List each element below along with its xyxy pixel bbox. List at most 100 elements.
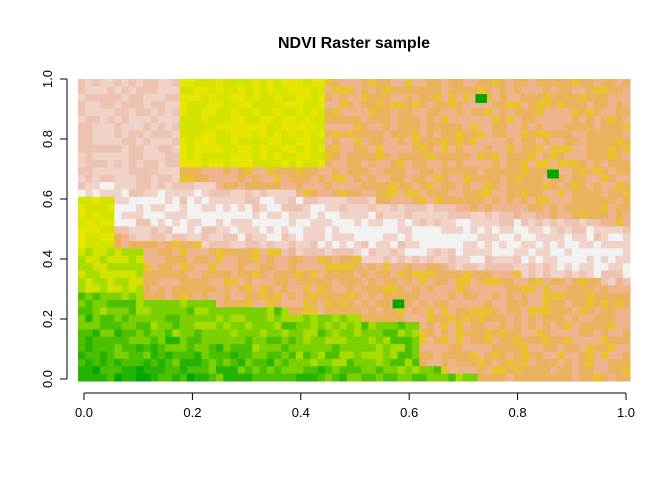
raster-cell <box>194 255 202 264</box>
raster-cell <box>245 277 253 286</box>
raster-cell <box>136 336 144 345</box>
raster-cell <box>579 79 587 87</box>
raster-cell <box>521 123 529 132</box>
raster-cell <box>441 307 449 316</box>
raster-cell <box>586 263 595 272</box>
raster-cell <box>201 130 210 139</box>
raster-cell <box>157 174 166 183</box>
raster-cell <box>354 329 362 338</box>
raster-cell <box>404 285 413 294</box>
raster-cell <box>521 351 529 360</box>
raster-cell <box>600 307 609 316</box>
raster-cell <box>448 137 457 146</box>
raster-cell <box>303 160 311 168</box>
raster-cell <box>92 182 101 190</box>
raster-cell <box>412 226 420 235</box>
raster-cell <box>535 86 544 95</box>
raster-cell <box>477 218 486 227</box>
raster-cell <box>157 366 166 375</box>
raster-cell <box>622 115 631 124</box>
raster-cell <box>216 123 224 132</box>
raster-cell <box>274 285 282 294</box>
raster-cell <box>484 174 493 183</box>
raster-cell <box>390 270 399 279</box>
raster-cell <box>419 285 428 294</box>
raster-cell <box>499 152 508 161</box>
raster-cell <box>375 270 384 279</box>
raster-cell <box>361 189 370 198</box>
raster-cell <box>237 366 246 375</box>
raster-cell <box>477 344 486 353</box>
raster-cell <box>208 270 217 279</box>
raster-cell <box>186 160 195 168</box>
raster-cell <box>252 351 261 360</box>
raster-cell <box>550 130 558 139</box>
raster-cell <box>136 285 144 294</box>
raster-cell <box>78 314 86 323</box>
raster-cell <box>462 137 471 146</box>
raster-cell <box>186 270 195 279</box>
raster-cell <box>237 123 246 132</box>
raster-cell <box>252 329 261 338</box>
raster-cell <box>579 263 587 272</box>
raster-cell <box>426 373 435 382</box>
raster-cell <box>433 137 442 146</box>
raster-cell <box>114 255 123 264</box>
raster-cell <box>542 270 551 279</box>
raster-cell <box>608 322 616 330</box>
raster-cell <box>593 322 602 330</box>
raster-cell <box>201 152 210 161</box>
y-tick-label: 0.6 <box>40 190 55 208</box>
raster-cell <box>339 167 348 176</box>
raster-cell <box>324 307 333 316</box>
raster-cell <box>354 167 362 176</box>
raster-cell <box>186 174 195 183</box>
raster-cell <box>535 79 544 87</box>
raster-cell <box>92 145 101 154</box>
raster-cell <box>361 211 370 220</box>
raster-cell <box>172 93 181 102</box>
raster-cell <box>216 233 224 242</box>
raster-cell <box>412 182 420 190</box>
raster-cell <box>586 285 595 294</box>
raster-cell <box>564 152 573 161</box>
raster-cell <box>237 86 246 95</box>
raster-cell <box>216 277 224 286</box>
raster-cell <box>201 307 210 316</box>
raster-cell <box>121 204 130 213</box>
raster-cell <box>622 226 631 235</box>
raster-cell <box>186 196 195 205</box>
raster-cell <box>426 196 435 205</box>
raster-cell <box>368 248 377 257</box>
raster-cell <box>259 373 268 382</box>
raster-cell <box>128 115 137 124</box>
raster-cell <box>186 263 195 272</box>
raster-cell <box>506 182 515 190</box>
raster-cell <box>128 174 137 183</box>
raster-cell <box>622 218 631 227</box>
raster-cell <box>317 344 326 353</box>
raster-cell <box>506 93 515 102</box>
raster-cell <box>492 101 500 109</box>
raster-cell <box>165 123 173 132</box>
raster-cell <box>78 123 86 132</box>
raster-cell <box>513 226 522 235</box>
raster-cell <box>542 226 551 235</box>
raster-cell <box>324 233 333 242</box>
raster-cell <box>462 299 471 308</box>
raster-cell <box>85 344 94 353</box>
raster-cell <box>375 351 384 360</box>
raster-cell <box>179 137 188 146</box>
raster-cell <box>150 130 159 139</box>
raster-cell <box>281 137 290 146</box>
raster-cell <box>521 329 529 338</box>
raster-cell <box>223 314 232 323</box>
raster-cell <box>354 233 362 242</box>
raster-cell <box>274 336 282 345</box>
raster-cell <box>143 373 152 382</box>
raster-cell <box>121 255 130 264</box>
raster-cell <box>557 152 566 161</box>
raster-cell <box>346 366 355 375</box>
raster-cell <box>593 79 602 87</box>
raster-cell <box>513 241 522 249</box>
